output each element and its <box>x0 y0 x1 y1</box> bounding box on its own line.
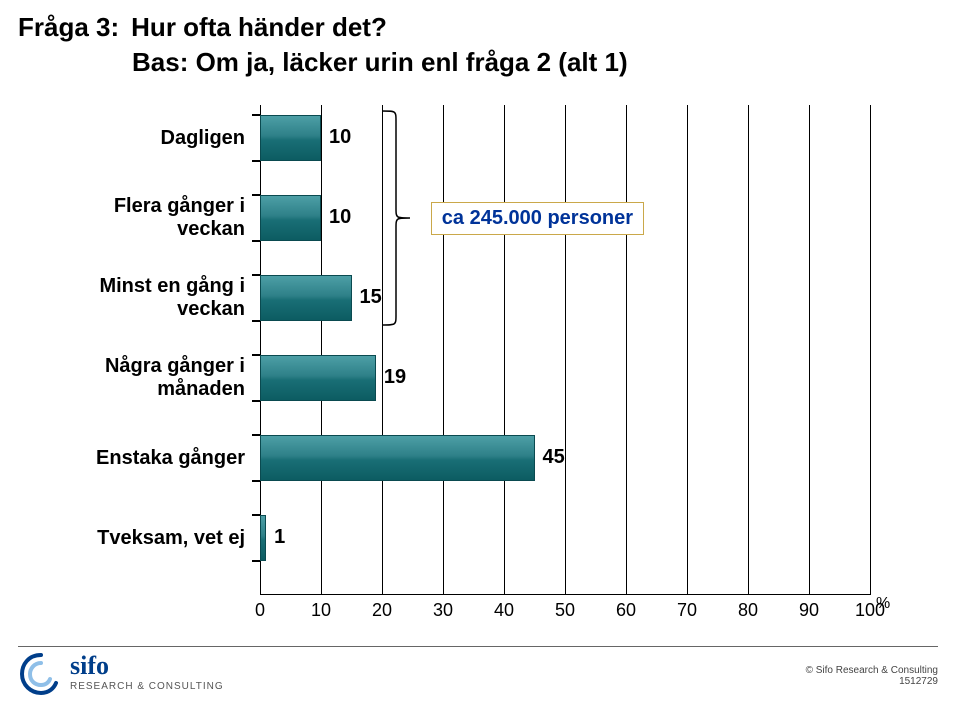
copyright: © Sifo Research & Consulting 1512729 <box>806 665 938 687</box>
logo-tag: RESEARCH & CONSULTING <box>70 681 224 692</box>
x-tick-label: 80 <box>738 600 758 621</box>
bar-chart: 0102030405060708090100%10101519451ca 245… <box>260 105 870 595</box>
y-tick <box>252 320 260 322</box>
footer-rule <box>18 646 938 647</box>
logo: sifo RESEARCH & CONSULTING <box>18 651 224 697</box>
category-label: Minst en gång iveckan <box>15 275 245 321</box>
question-label: Fråga 3: <box>18 12 119 43</box>
y-tick <box>252 400 260 402</box>
question-subtitle: Bas: Om ja, läcker urin enl fråga 2 (alt… <box>132 47 628 78</box>
copyright-id: 1512729 <box>806 676 938 687</box>
category-label: Flera gånger iveckan <box>15 195 245 241</box>
category-label: Dagligen <box>15 127 245 150</box>
x-tick-label: 30 <box>433 600 453 621</box>
y-tick <box>252 514 260 516</box>
x-tick-label: 40 <box>494 600 514 621</box>
gridline <box>870 105 871 595</box>
annotation-box: ca 245.000 personer <box>431 202 644 235</box>
x-tick-label: 70 <box>677 600 697 621</box>
logo-name: sifo <box>70 656 224 677</box>
x-tick-label: 50 <box>555 600 575 621</box>
copyright-text: © Sifo Research & Consulting <box>806 665 938 676</box>
y-tick <box>252 240 260 242</box>
x-tick-label: 20 <box>372 600 392 621</box>
category-label: Enstaka gånger <box>15 447 245 470</box>
y-tick <box>252 354 260 356</box>
x-tick-label: 60 <box>616 600 636 621</box>
y-tick <box>252 114 260 116</box>
y-tick <box>252 274 260 276</box>
chart-header: Fråga 3: Hur ofta händer det? Bas: Om ja… <box>18 12 628 78</box>
y-tick <box>252 434 260 436</box>
x-tick-label: 0 <box>255 600 265 621</box>
y-tick <box>252 160 260 162</box>
category-label: Tveksam, vet ej <box>15 527 245 550</box>
y-tick <box>252 194 260 196</box>
annotation-bracket <box>260 105 870 595</box>
y-tick <box>252 480 260 482</box>
x-tick-label: 10 <box>311 600 331 621</box>
sifo-swirl-icon <box>18 651 64 697</box>
category-label: Några gånger imånaden <box>15 355 245 401</box>
question-title: Hur ofta händer det? <box>131 12 387 43</box>
x-tick-label: 90 <box>799 600 819 621</box>
y-tick <box>252 560 260 562</box>
x-axis-unit: % <box>876 595 890 613</box>
